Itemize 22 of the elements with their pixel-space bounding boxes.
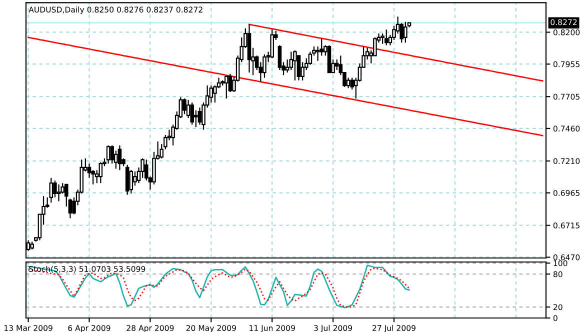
candlestick [384, 29, 388, 46]
candlestick [133, 170, 137, 186]
candlestick [404, 21, 408, 44]
candlestick [129, 170, 134, 194]
candlestick [68, 198, 72, 219]
candlestick [190, 102, 194, 126]
candlestick [56, 184, 61, 202]
candlestick [198, 107, 202, 126]
candlestick [106, 144, 110, 164]
line-series [28, 36, 544, 136]
candlestick [182, 98, 186, 115]
candlestick [293, 50, 297, 81]
candlestick [125, 164, 130, 196]
candlestick [380, 32, 384, 44]
candlestick [186, 99, 190, 119]
candlestick [262, 54, 266, 78]
candlestick [118, 144, 122, 171]
candlestick [53, 180, 57, 198]
candlestick [224, 76, 228, 100]
line-series [248, 24, 544, 82]
candlestick [98, 162, 103, 184]
candlestick [316, 46, 320, 62]
